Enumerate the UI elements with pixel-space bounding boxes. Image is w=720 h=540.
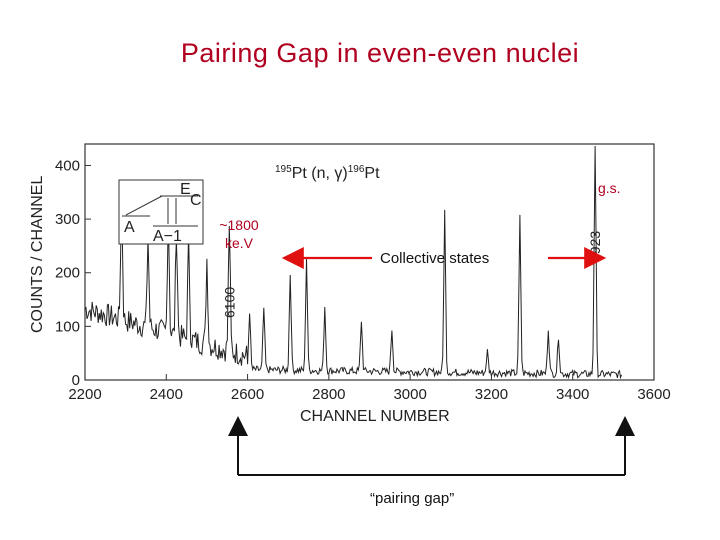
ground-state-label: g.s. xyxy=(598,180,621,196)
inset-label-c: C xyxy=(190,192,202,209)
x-tick-label: 2800 xyxy=(312,386,345,403)
reaction-process: (n, γ) xyxy=(311,165,347,182)
x-tick-label: 2200 xyxy=(68,386,101,403)
reaction-label: 195Pt (n, γ)196Pt xyxy=(275,164,380,182)
x-tick-label: 3200 xyxy=(475,386,508,403)
reaction-mass-a: 195 xyxy=(275,164,292,175)
gap-energy-label: ~1800 ke.V xyxy=(213,216,265,252)
gap-energy-value: ~1800 xyxy=(219,217,259,233)
pairing-gap-label: “pairing gap” xyxy=(370,490,455,507)
level-inset: E C A A−1 xyxy=(118,179,204,245)
y-tick-label: 0 xyxy=(72,372,80,389)
slide-title: Pairing Gap in even-even nuclei xyxy=(180,38,580,68)
spectrum-trace xyxy=(84,145,622,380)
x-tick-label: 2600 xyxy=(231,386,264,403)
inset-label-e: E xyxy=(180,181,191,198)
plot-frame xyxy=(84,143,655,381)
reaction-target: Pt xyxy=(292,165,312,182)
x-tick-label: 3000 xyxy=(393,386,426,403)
x-axis-title: CHANNEL NUMBER xyxy=(300,408,450,425)
y-tick-label: 100 xyxy=(55,318,80,335)
inset-label-a-minus-1: A−1 xyxy=(153,228,182,245)
reaction-product: Pt xyxy=(364,165,380,182)
gap-energy-unit: ke.V xyxy=(224,235,253,251)
y-tick-label: 300 xyxy=(55,211,80,228)
x-tick-label: 3600 xyxy=(637,386,670,403)
reaction-mass-b: 196 xyxy=(348,164,365,175)
inset-arrow-1 xyxy=(125,195,163,216)
peak-energy-label: 6100 xyxy=(221,287,237,318)
x-tick-label: 3400 xyxy=(556,386,589,403)
y-tick-label: 200 xyxy=(55,265,80,282)
inset-frame xyxy=(118,179,204,245)
y-axis-title: COUNTS / CHANNEL xyxy=(29,176,46,333)
inset-label-a: A xyxy=(124,219,135,236)
collective-states-label: Collective states xyxy=(380,250,490,267)
x-tick-label: 2400 xyxy=(150,386,183,403)
y-tick-label: 400 xyxy=(55,157,80,174)
